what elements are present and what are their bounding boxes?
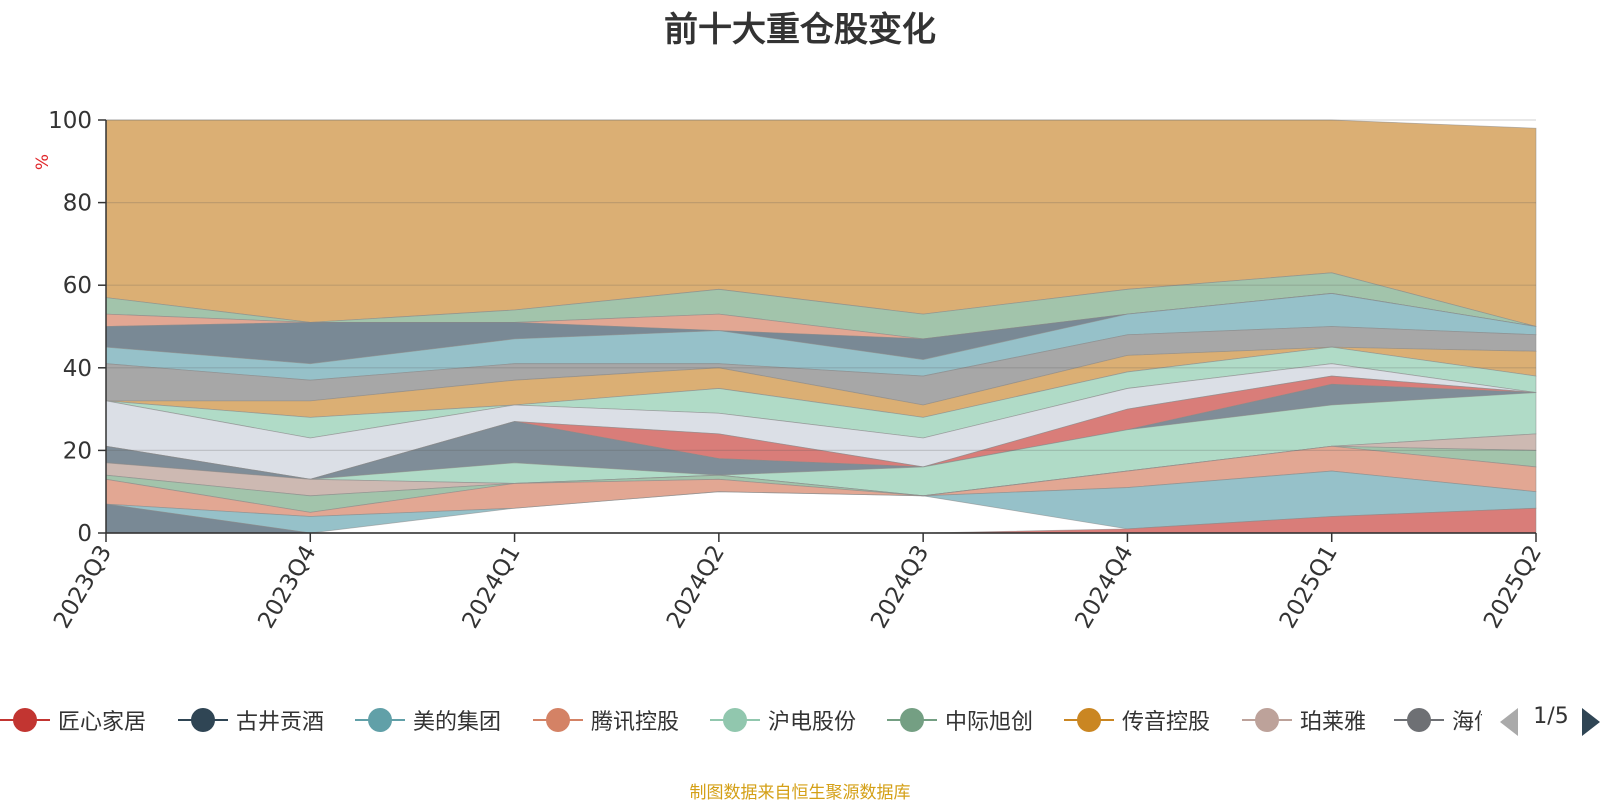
y-tick-label: 20 <box>63 438 92 464</box>
chart-plot: 0 20 40 60 80 100% 2023Q3 2023Q4 2024Q1 2024Q2 202… <box>0 0 1600 700</box>
x-tick-label: 2024Q2 <box>662 541 730 633</box>
x-tick-label: 2024Q1 <box>458 541 526 633</box>
legend-item-label: 中际旭创 <box>945 704 1033 736</box>
legend-item[interactable]: 美的集团 <box>355 700 501 740</box>
legend-pager: 1/5 <box>1500 700 1600 740</box>
legend-marker-icon <box>1394 708 1444 732</box>
x-tick-label: 2025Q2 <box>1479 541 1547 633</box>
y-axis-label: % <box>33 154 53 170</box>
legend-marker-icon <box>1064 708 1114 732</box>
legend-item[interactable]: 腾讯控股 <box>533 700 679 740</box>
legend-item-label: 传音控股 <box>1122 704 1210 736</box>
legend-next-page-icon[interactable] <box>1582 708 1600 736</box>
legend-item-label: 沪电股份 <box>768 704 856 736</box>
legend-items: 匠心家居 古井贡酒 美的集团 腾讯控股 沪电股份 中际旭创 传音控股 珀莱雅 海信 <box>0 700 1482 740</box>
x-tick-label: 2024Q4 <box>1070 541 1138 633</box>
y-tick-label: 80 <box>63 191 92 217</box>
legend-item-label: 美的集团 <box>413 704 501 736</box>
legend-page-indicator: 1/5 <box>1522 704 1580 729</box>
legend-marker-icon <box>533 708 583 732</box>
y-tick-label: 60 <box>63 273 92 299</box>
legend-item-label: 腾讯控股 <box>591 704 679 736</box>
x-tick-label: 2023Q4 <box>253 541 321 633</box>
legend-item[interactable]: 沪电股份 <box>710 700 856 740</box>
legend-item-label: 匠心家居 <box>58 704 146 736</box>
y-tick-label: 0 <box>77 521 92 547</box>
y-tick-label: 40 <box>63 356 92 382</box>
legend-marker-icon <box>355 708 405 732</box>
legend-item[interactable]: 中际旭创 <box>887 700 1033 740</box>
legend-item[interactable]: 海信 <box>1394 700 1482 740</box>
x-tick-label: 2024Q3 <box>866 541 934 633</box>
legend-marker-icon <box>1242 708 1292 732</box>
legend-marker-icon <box>887 708 937 732</box>
legend-item-label: 海信 <box>1452 704 1482 736</box>
legend: 匠心家居 古井贡酒 美的集团 腾讯控股 沪电股份 中际旭创 传音控股 珀莱雅 海信 1/5 <box>0 700 1600 740</box>
y-tick-label: 100 <box>48 108 92 134</box>
legend-item-label: 珀莱雅 <box>1300 704 1366 736</box>
legend-item[interactable]: 珀莱雅 <box>1242 700 1366 740</box>
legend-item[interactable]: 古井贡酒 <box>178 700 324 740</box>
legend-item-label: 古井贡酒 <box>236 704 324 736</box>
x-tick-label: 2025Q1 <box>1275 541 1343 633</box>
legend-marker-icon <box>0 708 50 732</box>
legend-item[interactable]: 匠心家居 <box>0 700 146 740</box>
legend-prev-page-icon[interactable] <box>1500 708 1518 736</box>
legend-item[interactable]: 传音控股 <box>1064 700 1210 740</box>
x-tick-label: 2023Q3 <box>49 541 117 633</box>
source-note: 制图数据来自恒生聚源数据库 <box>0 778 1600 803</box>
legend-marker-icon <box>178 708 228 732</box>
legend-marker-icon <box>710 708 760 732</box>
